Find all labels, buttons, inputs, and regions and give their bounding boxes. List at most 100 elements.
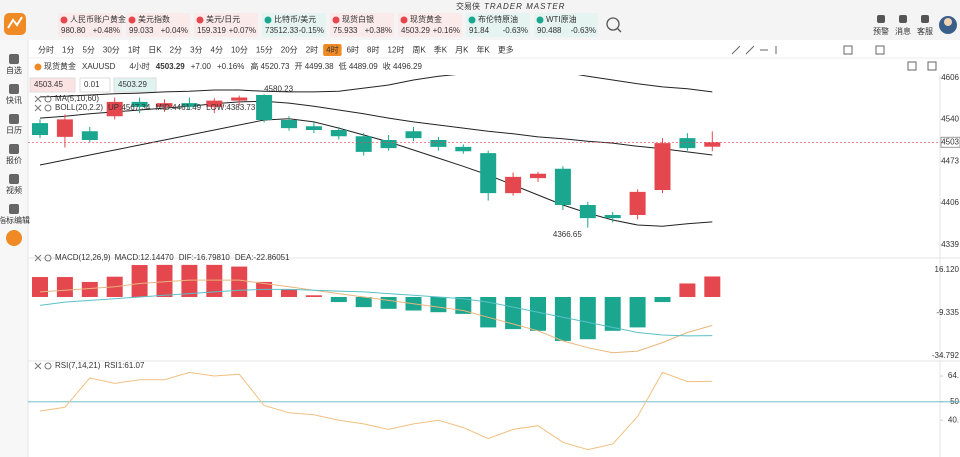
timeframe-button[interactable]: 周K (412, 46, 426, 55)
histogram-bar (32, 277, 48, 297)
ticker-card[interactable]: 现货黄金 4503.29 +0.16% (398, 13, 462, 37)
timeframe-button[interactable]: 10分 (231, 46, 248, 55)
tool-icon[interactable] (927, 61, 937, 71)
top-icon[interactable] (877, 15, 885, 23)
timeframe-button[interactable]: 1时 (128, 45, 140, 55)
indicator-close[interactable] (34, 95, 42, 103)
timeframe-button[interactable]: 15分 (256, 46, 273, 55)
indicator-visibility[interactable] (44, 362, 52, 370)
order-box[interactable] (79, 77, 111, 93)
low-annotation: 4366.65 (553, 230, 582, 239)
indicator-close[interactable] (34, 104, 42, 112)
timeframe-button[interactable]: 4分 (211, 46, 223, 55)
timeframe-button[interactable]: 更多 (498, 45, 514, 55)
sidebar-icon[interactable] (9, 84, 19, 94)
ticker-price: 75.933 (333, 26, 358, 35)
ticker-change: +0.07% (229, 26, 256, 35)
histogram-bar (505, 296, 522, 330)
candle-body (81, 131, 98, 140)
order-ask: 4503.29 (118, 80, 147, 89)
ticker-card[interactable]: 现货白银 75.933 +0.38% (330, 13, 394, 37)
symbol-name: 现货黄金 (44, 61, 76, 71)
ticker-price: 99.033 (129, 26, 154, 35)
timeframe-button[interactable]: 20分 (281, 46, 298, 55)
sidebar-icon[interactable] (9, 144, 19, 154)
timeframe-button[interactable]: 2分 (170, 46, 182, 55)
sidebar-icon[interactable] (9, 204, 19, 214)
ticker-card[interactable]: 美元/日元 159.319 +0.07% (194, 13, 258, 37)
histogram-bar (330, 296, 347, 303)
symbol-stat: 高 4520.73 (250, 61, 290, 71)
symbol-change-pct: +0.16% (217, 62, 244, 71)
timeframe-button[interactable]: 6时 (347, 45, 359, 55)
indicator-visibility[interactable] (44, 104, 52, 112)
timeframe-button[interactable]: 30分 (103, 46, 120, 55)
sidebar-icon[interactable] (9, 54, 19, 64)
ticker-card[interactable]: 比特币/美元 73512.33 -0.15% (262, 13, 326, 37)
histogram-bar (480, 296, 497, 328)
order-box[interactable] (113, 77, 157, 93)
histogram-bar (704, 276, 721, 297)
timeframe-button[interactable]: 8时 (367, 45, 379, 55)
band-line (39, 118, 713, 227)
sidebar-icon[interactable] (9, 174, 19, 184)
timeframe-button[interactable]: 3分 (190, 46, 202, 55)
top-icon-label: 预警 (873, 26, 889, 36)
candle-body (579, 205, 596, 219)
ticker-card[interactable]: 布伦特原油 91.84 -0.63% (466, 13, 530, 37)
symbol-stat: 收 4496.29 (383, 61, 423, 71)
sidebar-icon[interactable] (9, 114, 19, 124)
indicator-readout: LOW:4383.73 (206, 103, 256, 112)
timeframe-active-bg (323, 44, 342, 56)
ticker-card-bg (262, 13, 326, 37)
ticker-card[interactable]: 美元指数 99.033 +0.04% (126, 13, 190, 37)
timeframe-button[interactable]: 季K (434, 45, 448, 55)
tool-icon[interactable] (745, 45, 755, 55)
timeframe-button[interactable]: 分时 (38, 45, 54, 55)
indicator-close[interactable] (34, 254, 42, 262)
ticker-card[interactable]: WTI原油 90.488 -0.63% (534, 13, 598, 37)
order-bid: 4503.45 (34, 80, 63, 89)
order-box[interactable] (29, 77, 76, 93)
ticker-icon (60, 16, 68, 24)
candle-body (480, 153, 497, 194)
ticker-change: -0.15% (299, 26, 324, 35)
timeframe-button[interactable]: 2时 (306, 45, 318, 55)
timeframe-button[interactable]: 5分 (82, 46, 94, 55)
histogram-bar (355, 296, 372, 308)
timeframe-button[interactable]: 日K (148, 46, 162, 55)
histogram-bar (81, 281, 98, 297)
tool-icon[interactable] (875, 45, 885, 55)
indicator-visibility[interactable] (44, 254, 52, 262)
tool-icon[interactable] (731, 45, 741, 55)
indicator-visibility[interactable] (44, 95, 52, 103)
indicator-close[interactable] (34, 362, 42, 370)
candle-body (629, 191, 646, 215)
timeframe-button[interactable]: 12时 (388, 45, 405, 55)
indicator-label: RSI(7,14,21) (55, 361, 101, 370)
candle-body (231, 97, 248, 101)
sidebar-badge[interactable] (6, 230, 22, 246)
timeframe-button[interactable]: 月K (455, 46, 469, 55)
histogram-bar (629, 296, 646, 328)
indicator-label: BOLL(20,2.2) (55, 103, 103, 112)
top-icon[interactable] (899, 15, 907, 23)
band-line (39, 75, 713, 98)
sidebar-label: 自选 (6, 65, 22, 75)
ticker-card[interactable]: 人民币账户黄金 980.80 +0.48% (58, 13, 126, 37)
timeframe-button[interactable]: 年K (476, 45, 490, 55)
ticker-name: WTI原油 (546, 14, 577, 24)
histogram-bar (579, 296, 596, 340)
timeframe-button[interactable]: 4时 (326, 45, 338, 55)
tool-icon[interactable] (907, 61, 917, 71)
ticker-name: 现货黄金 (410, 14, 442, 24)
y-tick-label: -9.335 (936, 308, 959, 317)
search-icon[interactable] (606, 17, 620, 31)
tool-icon[interactable] (843, 45, 853, 55)
candle-body (604, 215, 621, 219)
sidebar-label: 日历 (6, 126, 22, 135)
ticker-icon (400, 16, 408, 24)
timeframe-button[interactable]: 1分 (62, 46, 74, 55)
ticker-price: 91.84 (469, 26, 490, 35)
top-icon[interactable] (921, 15, 929, 23)
